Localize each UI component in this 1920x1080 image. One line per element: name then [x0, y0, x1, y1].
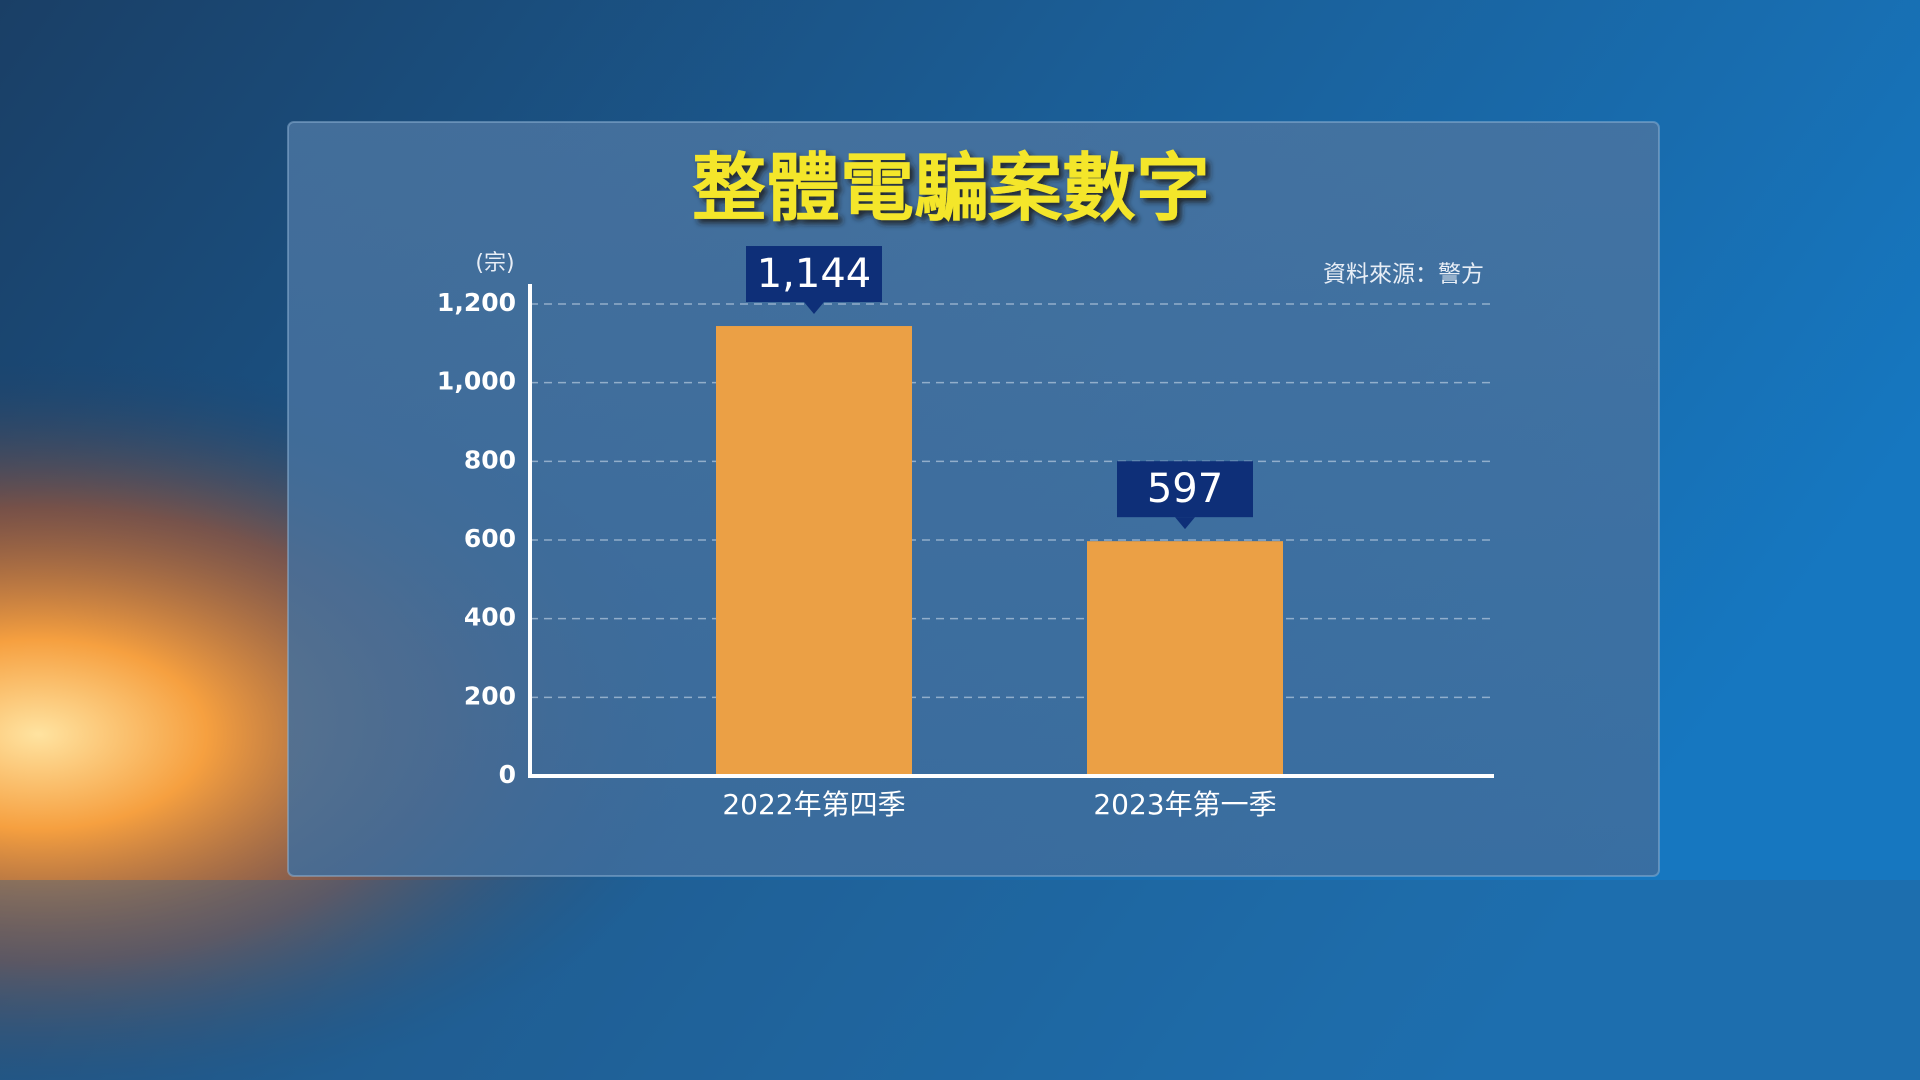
y-tick-label: 1,000: [437, 367, 516, 396]
y-tick-label: 400: [464, 603, 516, 632]
y-tick-label: 200: [464, 681, 516, 710]
bar: [1087, 541, 1283, 776]
floor: [0, 880, 1920, 1080]
y-tick-label: 800: [464, 445, 516, 474]
y-tick-label: 1,200: [437, 288, 516, 317]
y-unit: (宗): [475, 251, 514, 276]
bar: [716, 326, 912, 776]
value-label: 597: [1147, 466, 1223, 512]
value-label-box: [1117, 461, 1253, 518]
x-tick-label: 2022年第四季: [722, 788, 905, 821]
value-label-box: [746, 246, 882, 303]
chart-title: 整體電騙案數字: [692, 146, 1210, 232]
value-label-pointer: [1175, 517, 1195, 530]
value-label-pointer: [804, 302, 824, 315]
panel: [287, 121, 1660, 877]
x-tick-label: 2023年第一季: [1093, 788, 1276, 821]
y-tick-label: 0: [499, 760, 516, 789]
source: 資料來源：警方: [1323, 262, 1484, 288]
y-tick-label: 600: [464, 524, 516, 553]
value-label: 1,144: [757, 251, 872, 297]
